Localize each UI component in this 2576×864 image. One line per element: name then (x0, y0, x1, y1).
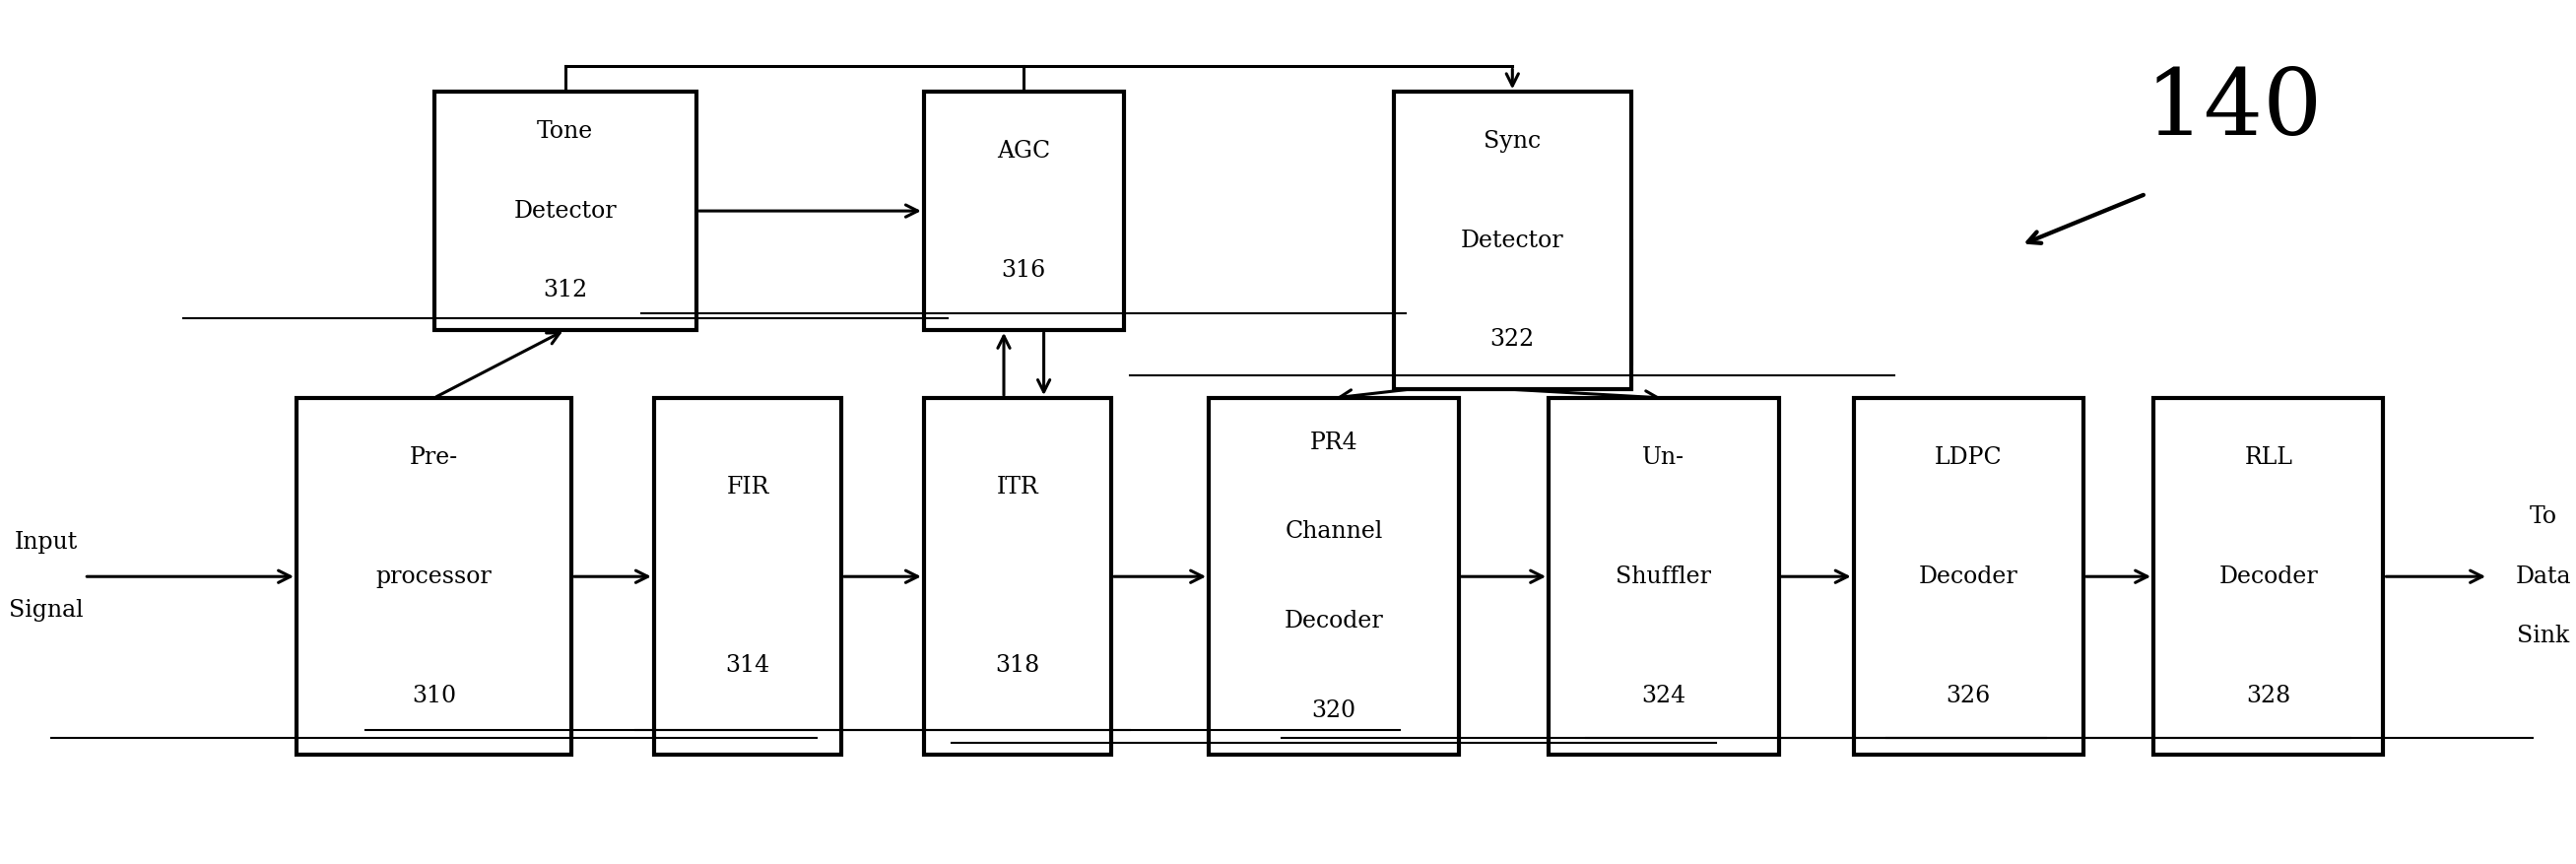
Text: AGC: AGC (997, 140, 1051, 162)
Text: PR4: PR4 (1309, 431, 1358, 454)
Text: FIR: FIR (726, 476, 770, 499)
Text: Un-: Un- (1643, 446, 1685, 469)
Bar (296, 398, 572, 755)
Text: 320: 320 (1311, 699, 1355, 721)
Text: 326: 326 (1947, 684, 1991, 707)
Bar (433, 92, 696, 330)
Text: Decoder: Decoder (1283, 610, 1383, 632)
Bar (1394, 92, 1631, 390)
Text: LDPC: LDPC (1935, 446, 2002, 469)
Bar (1548, 398, 1777, 755)
Bar (654, 398, 842, 755)
Bar (925, 92, 1123, 330)
Text: Tone: Tone (536, 120, 592, 143)
Text: 328: 328 (2246, 684, 2290, 707)
Text: Channel: Channel (1285, 521, 1383, 543)
Bar (925, 398, 1110, 755)
Text: Sync: Sync (1484, 130, 1540, 153)
Text: 314: 314 (726, 655, 770, 677)
Bar (2154, 398, 2383, 755)
Text: 316: 316 (1002, 259, 1046, 282)
Text: 324: 324 (1641, 684, 1685, 707)
Text: 312: 312 (544, 279, 587, 302)
Text: Sink: Sink (2517, 625, 2571, 647)
Text: RLL: RLL (2244, 446, 2293, 469)
Text: 140: 140 (2146, 65, 2321, 153)
Text: Decoder: Decoder (2218, 565, 2318, 588)
Text: To: To (2530, 505, 2558, 529)
Text: processor: processor (376, 565, 492, 588)
Text: Data: Data (2517, 565, 2571, 588)
Bar (1855, 398, 2084, 755)
Text: Input: Input (15, 531, 77, 554)
Bar (1208, 398, 1458, 755)
Text: Shuffler: Shuffler (1615, 565, 1710, 588)
Text: 310: 310 (412, 684, 456, 707)
Text: 322: 322 (1489, 328, 1535, 351)
Text: Signal: Signal (10, 600, 85, 622)
Text: 318: 318 (994, 655, 1041, 677)
Text: Decoder: Decoder (1919, 565, 2017, 588)
Text: Pre-: Pre- (410, 446, 459, 469)
Text: Detector: Detector (513, 200, 616, 222)
Text: Detector: Detector (1461, 229, 1564, 252)
Text: ITR: ITR (997, 476, 1038, 499)
